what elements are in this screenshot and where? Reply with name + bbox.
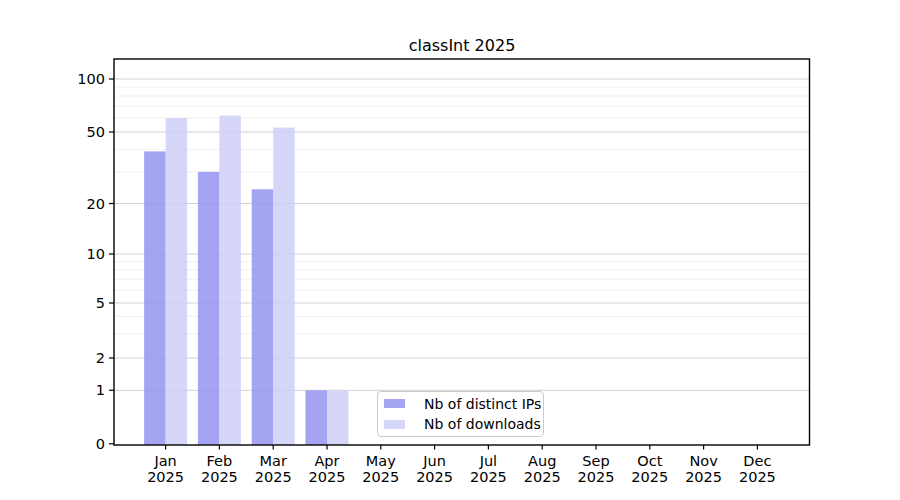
x-tick-label-year: 2025 (309, 469, 346, 485)
x-tick-label-year: 2025 (739, 469, 776, 485)
bar-distinct-ips (198, 172, 220, 445)
download-stats-chart: 0125102050100Jan2025Feb2025Mar2025Apr202… (0, 0, 900, 500)
y-tick-label: 0 (96, 436, 105, 452)
y-tick-label: 10 (87, 246, 105, 262)
y-tick-label: 2 (96, 350, 105, 366)
x-tick-label-month: Jul (479, 453, 498, 469)
y-tick-label: 20 (87, 196, 105, 212)
y-tick-label: 50 (87, 124, 105, 140)
x-tick-label-month: Apr (314, 453, 339, 469)
bar-distinct-ips (252, 189, 274, 445)
x-tick-label-month: Aug (528, 453, 556, 469)
y-tick-label: 100 (77, 71, 105, 87)
legend-label-downloads: Nb of downloads (424, 416, 541, 432)
x-tick-label-year: 2025 (685, 469, 722, 485)
x-tick-label-year: 2025 (631, 469, 668, 485)
bar-distinct-ips (144, 151, 166, 445)
bar-downloads (219, 116, 241, 445)
x-tick-label-month: Mar (260, 453, 287, 469)
y-tick-label: 1 (96, 382, 105, 398)
x-tick-label-month: Oct (637, 453, 662, 469)
legend-swatch-downloads (384, 420, 405, 429)
x-tick-label-month: May (366, 453, 396, 469)
chart-title: classInt 2025 (114, 36, 810, 56)
x-tick-label-year: 2025 (578, 469, 615, 485)
x-tick-label-month: Nov (689, 453, 718, 469)
x-tick-label-month: Jan (153, 453, 176, 469)
x-tick-label-year: 2025 (524, 469, 561, 485)
bar-downloads (166, 118, 188, 445)
legend: Nb of distinct IPs Nb of downloads (377, 391, 544, 437)
x-tick-label-year: 2025 (201, 469, 238, 485)
x-tick-label-year: 2025 (416, 469, 453, 485)
y-tick-label: 5 (96, 295, 105, 311)
x-tick-label-month: Jun (422, 453, 446, 469)
legend-label-distinct-ips: Nb of distinct IPs (424, 396, 541, 412)
x-tick-label-year: 2025 (470, 469, 507, 485)
bar-distinct-ips (306, 390, 328, 445)
bar-downloads (327, 390, 349, 445)
x-tick-label-year: 2025 (255, 469, 292, 485)
x-tick-label-year: 2025 (147, 469, 184, 485)
legend-item: Nb of downloads (384, 415, 543, 433)
bar-downloads (273, 128, 295, 445)
x-tick-label-month: Dec (743, 453, 771, 469)
legend-swatch-distinct-ips (384, 399, 405, 408)
legend-item: Nb of distinct IPs (384, 395, 543, 413)
x-tick-label-month: Feb (207, 453, 233, 469)
x-tick-label-month: Sep (582, 453, 609, 469)
x-tick-label-year: 2025 (362, 469, 399, 485)
